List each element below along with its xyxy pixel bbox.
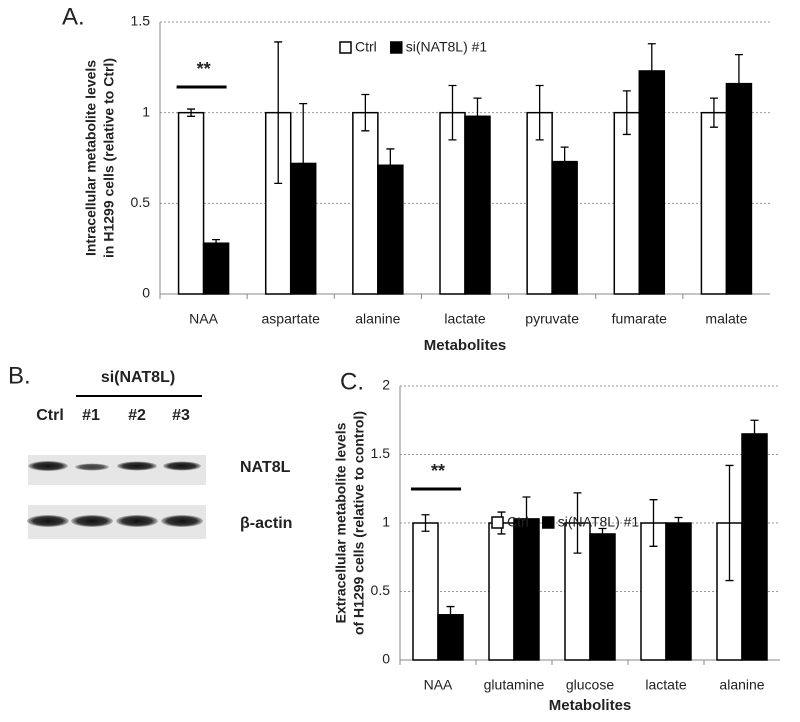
band bbox=[161, 515, 203, 527]
x-tick-label: aspartate bbox=[262, 311, 321, 327]
error-bar bbox=[361, 93, 370, 132]
x-tick-label: malate bbox=[705, 311, 747, 327]
legend-swatch bbox=[542, 516, 555, 529]
x-tick-label: NAA bbox=[189, 311, 218, 327]
bar bbox=[613, 111, 641, 295]
error-bar bbox=[446, 605, 455, 624]
x-tick-label: NAA bbox=[424, 677, 453, 693]
y-axis-label: Extracellular metabolite levels bbox=[333, 422, 349, 623]
error-bar bbox=[522, 496, 531, 542]
error-bar bbox=[725, 464, 734, 582]
band bbox=[75, 463, 109, 471]
x-tick-label: lactate bbox=[444, 311, 485, 327]
y-tick-label: 1 bbox=[382, 514, 390, 530]
band bbox=[163, 461, 201, 471]
error-bar bbox=[473, 97, 482, 136]
error-bar bbox=[622, 90, 631, 136]
y-tick-label: 0 bbox=[382, 651, 390, 667]
error-bar bbox=[212, 238, 221, 248]
error-bar bbox=[647, 43, 656, 99]
x-tick-label: glucose bbox=[566, 677, 614, 693]
bar bbox=[665, 522, 692, 661]
bar bbox=[177, 111, 205, 295]
y-tick-label: 0.5 bbox=[131, 194, 151, 210]
band-label: β-actin bbox=[240, 515, 292, 532]
lane-label: #1 bbox=[82, 407, 100, 424]
lane-label: #3 bbox=[172, 407, 190, 424]
bar bbox=[464, 115, 491, 295]
error-bar bbox=[299, 102, 308, 224]
band-label: NAT8L bbox=[240, 459, 291, 476]
x-tick-label: alanine bbox=[719, 677, 764, 693]
error-bar bbox=[709, 97, 718, 128]
y-tick-label: 1 bbox=[142, 103, 150, 119]
lane-label: Ctrl bbox=[36, 407, 64, 424]
y-axis-label: of H1299 cells (relative to control) bbox=[351, 411, 367, 635]
error-bar bbox=[734, 53, 743, 114]
bar bbox=[638, 70, 666, 295]
error-bar bbox=[750, 419, 759, 449]
band bbox=[28, 461, 68, 471]
error-bar bbox=[649, 499, 658, 547]
error-bar bbox=[448, 84, 457, 141]
error-bar bbox=[421, 514, 430, 532]
bar bbox=[551, 160, 578, 295]
bar bbox=[700, 111, 728, 295]
y-axis-label: in H1299 cells (relative to Ctrl) bbox=[101, 58, 117, 258]
error-bar bbox=[187, 108, 196, 117]
error-bar bbox=[560, 146, 569, 177]
panel-label: B. bbox=[8, 362, 31, 389]
panel-label: C. bbox=[340, 368, 364, 395]
legend-swatch bbox=[491, 516, 504, 529]
bar bbox=[202, 242, 230, 295]
lane-label: #2 bbox=[128, 407, 146, 424]
y-tick-label: 0.5 bbox=[371, 582, 391, 598]
x-tick-label: lactate bbox=[645, 677, 686, 693]
x-tick-label: pyruvate bbox=[525, 311, 579, 327]
bar bbox=[412, 522, 439, 661]
error-bar bbox=[674, 516, 683, 530]
blot-group: si(NAT8L) bbox=[101, 369, 175, 386]
error-bar bbox=[598, 527, 607, 541]
legend-label: si(NAT8L) #1 bbox=[406, 39, 488, 55]
annotation: ** bbox=[431, 461, 445, 481]
bar bbox=[488, 522, 515, 661]
band bbox=[71, 515, 113, 527]
bar bbox=[439, 111, 466, 295]
legend-label: Ctrl bbox=[355, 39, 377, 55]
legend-label: Ctrl bbox=[507, 514, 529, 530]
bar bbox=[725, 82, 753, 295]
x-axis-label: Metabolites bbox=[424, 337, 507, 354]
y-tick-label: 1.5 bbox=[371, 445, 391, 461]
legend-label: si(NAT8L) #1 bbox=[558, 514, 640, 530]
bar bbox=[589, 533, 616, 661]
y-tick-label: 2 bbox=[382, 377, 390, 393]
bar bbox=[741, 433, 768, 661]
bar bbox=[377, 164, 404, 295]
y-tick-label: 0 bbox=[142, 285, 150, 301]
panel-label: A. bbox=[62, 3, 85, 30]
y-axis-label: Intracellular metabolite levels bbox=[83, 60, 99, 256]
annotation: ** bbox=[197, 59, 211, 79]
y-tick-label: 1.5 bbox=[131, 13, 151, 29]
legend-swatch bbox=[339, 41, 352, 54]
bar bbox=[352, 111, 379, 295]
band bbox=[27, 515, 69, 527]
band bbox=[116, 515, 158, 527]
error-bar bbox=[573, 492, 582, 554]
error-bar bbox=[386, 148, 395, 183]
x-axis-label: Metabolites bbox=[549, 697, 632, 714]
error-bar bbox=[274, 41, 283, 185]
error-bar bbox=[535, 84, 544, 141]
x-tick-label: fumarate bbox=[612, 311, 667, 327]
legend-swatch bbox=[390, 41, 403, 54]
band bbox=[117, 461, 157, 471]
x-tick-label: alanine bbox=[355, 311, 400, 327]
x-tick-label: glutamine bbox=[484, 677, 545, 693]
